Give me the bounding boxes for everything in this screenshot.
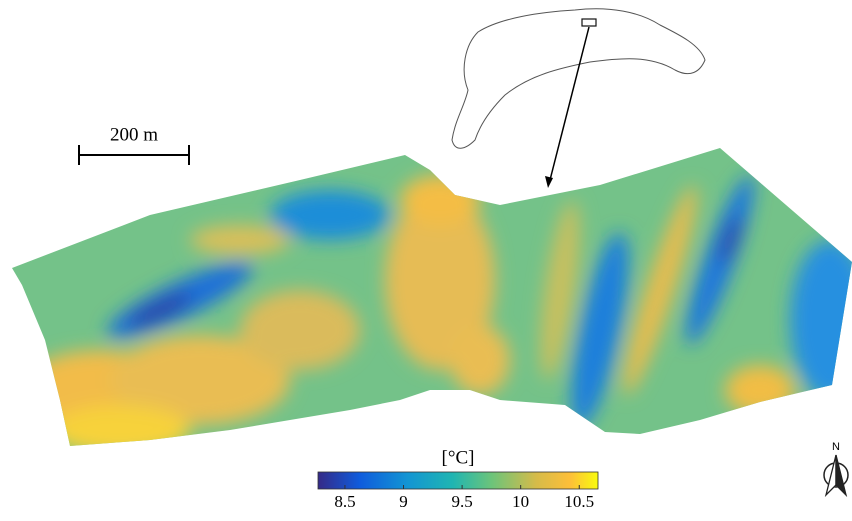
- colorbar-tick-label: 10: [512, 492, 529, 511]
- compass-right: [836, 455, 846, 495]
- lake-outline: [452, 9, 705, 148]
- colorbar: [°C] 8.5 9 9.5 10 10.5: [318, 447, 598, 511]
- scale-label: 200 m: [110, 124, 158, 145]
- location-arrow: [550, 27, 589, 180]
- north-label: N: [832, 441, 840, 453]
- thermal-map-figure: 200 m [°C] 8.5 9 9.5 10 10.5 N: [0, 0, 852, 521]
- colorbar-title: [°C]: [442, 447, 475, 468]
- north-arrow: N: [824, 441, 848, 495]
- colorbar-tick-label: 8.5: [334, 492, 355, 511]
- scale-bar: 200 m: [78, 124, 190, 165]
- study-area-box: [582, 19, 596, 26]
- compass-left: [826, 455, 836, 495]
- colorbar-gradient: [318, 472, 598, 489]
- colorbar-tick-label: 10.5: [564, 492, 594, 511]
- colorbar-tick-label: 9: [399, 492, 408, 511]
- arrow-head: [545, 176, 553, 188]
- colorbar-tick-label: 9.5: [451, 492, 472, 511]
- thermal-strip: [0, 140, 852, 455]
